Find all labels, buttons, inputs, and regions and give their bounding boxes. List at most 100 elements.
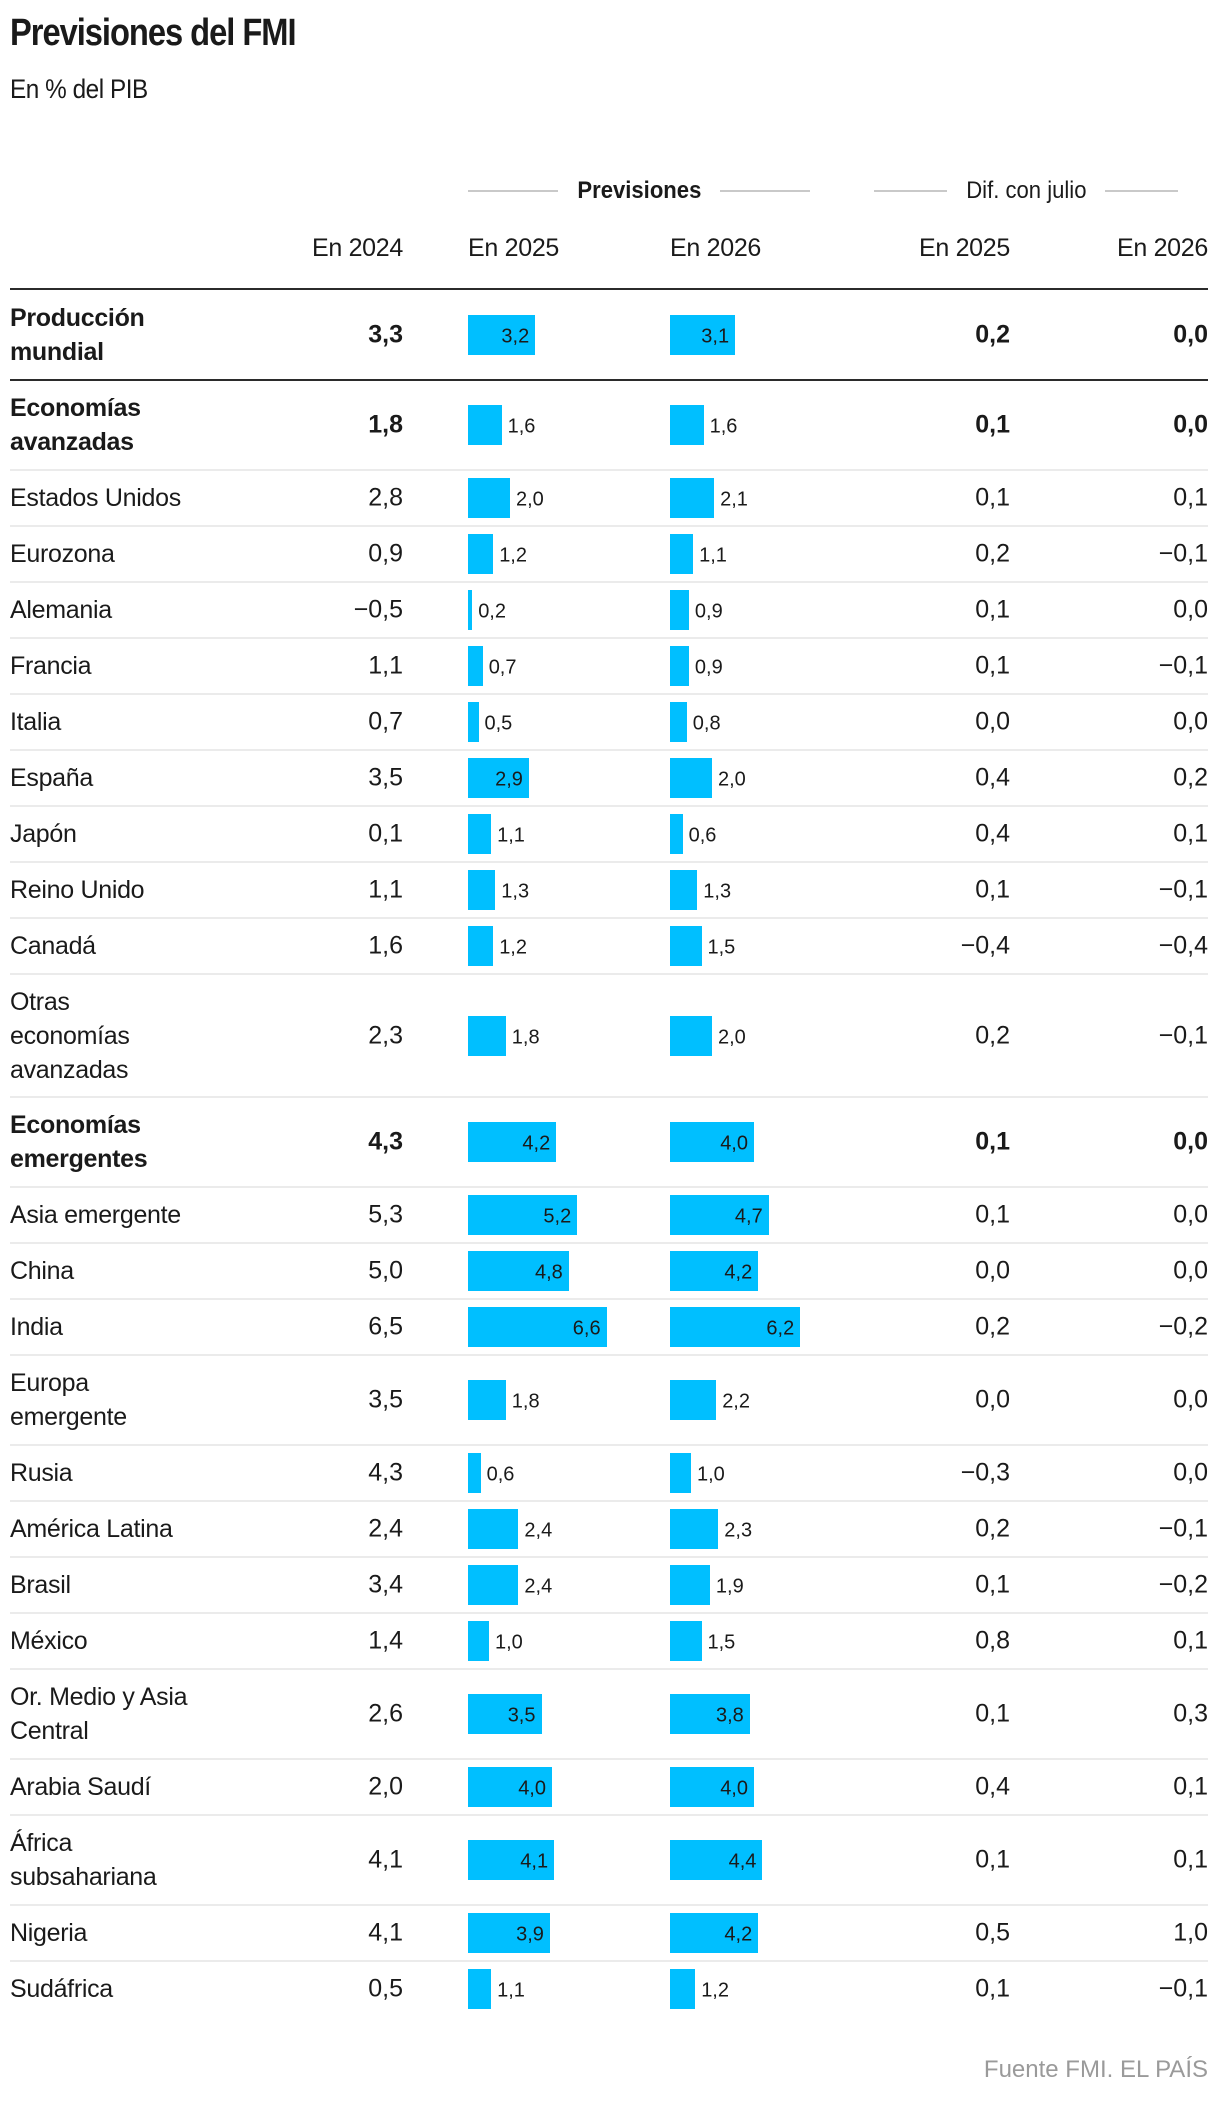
bar-label-forecast-2025: 0,6 xyxy=(486,1463,515,1486)
bar-forecast-2026 xyxy=(670,814,683,854)
bar-label-forecast-2025: 1,6 xyxy=(507,415,536,438)
row-separator xyxy=(10,973,1208,975)
bar-label-forecast-2025: 0,5 xyxy=(484,712,513,735)
value-2024: 1,1 xyxy=(368,651,403,680)
bar-forecast-2025 xyxy=(468,1767,552,1807)
bar-label-forecast-2026: 1,9 xyxy=(715,1575,744,1598)
value-dif-2026: 0,0 xyxy=(1173,1458,1208,1487)
row-label: Alemania xyxy=(10,596,112,624)
value-dif-2025: 0,1 xyxy=(975,1570,1010,1599)
row-separator xyxy=(10,581,1208,583)
row-label: Japón xyxy=(10,820,77,848)
row-label: Reino Unido xyxy=(10,876,145,904)
bar-label-forecast-2025: 2,4 xyxy=(524,1575,553,1598)
row-label: Francia xyxy=(10,652,92,680)
bar-label-forecast-2025: 1,1 xyxy=(497,824,525,847)
chart-title: Previsiones del FMI xyxy=(10,12,297,54)
row-label: Eurozona xyxy=(10,540,115,568)
column-header-dif-2026: En 2026 xyxy=(1116,234,1208,262)
bar-forecast-2026 xyxy=(670,405,704,445)
bar-forecast-2025 xyxy=(468,1621,489,1661)
row-label: Italia xyxy=(10,708,62,736)
value-dif-2025: 0,1 xyxy=(975,1845,1010,1874)
bar-forecast-2026 xyxy=(670,870,698,910)
value-dif-2026: 0,1 xyxy=(1173,483,1208,512)
table-row: Or. Medio y Asia Central 2,6 3,5 3,8 0,1 0,3 xyxy=(0,1669,1220,1760)
bar-label-forecast-2025: 4,8 xyxy=(535,1261,563,1284)
group-header-previsiones: Previsiones xyxy=(468,174,810,208)
bar-forecast-2025 xyxy=(468,1453,481,1493)
row-separator xyxy=(10,749,1208,751)
row-separator xyxy=(10,1758,1208,1760)
column-header-prev-2025: En 2025 xyxy=(468,234,560,262)
bar-forecast-2025 xyxy=(468,758,529,798)
value-dif-2026: −0,1 xyxy=(1158,1974,1208,2003)
bar-forecast-2025 xyxy=(468,534,494,574)
bar-label-forecast-2025: 6,6 xyxy=(572,1317,601,1340)
value-dif-2026: 0,0 xyxy=(1173,1385,1208,1414)
value-dif-2026: −0,1 xyxy=(1158,539,1208,568)
row-label: Producción mundial xyxy=(10,304,145,366)
value-dif-2026: 0,0 xyxy=(1173,707,1208,736)
bar-forecast-2025 xyxy=(468,1380,506,1420)
value-dif-2025: 0,0 xyxy=(975,1385,1010,1414)
bar-forecast-2026 xyxy=(670,590,689,630)
value-dif-2025: 0,1 xyxy=(975,875,1010,904)
row-label: Asia emergente xyxy=(10,1201,181,1229)
bar-label-forecast-2025: 1,2 xyxy=(499,544,527,567)
row-separator xyxy=(10,1814,1208,1816)
bar-forecast-2026 xyxy=(670,1694,750,1734)
group-header-dif-julio: Dif. con julio xyxy=(874,174,1179,208)
row-label: India xyxy=(10,1313,63,1341)
bar-forecast-2025 xyxy=(468,1509,519,1549)
table-row: España 3,5 2,9 2,0 0,4 0,2 xyxy=(0,750,1220,807)
value-dif-2025: 0,1 xyxy=(975,1699,1010,1728)
bar-forecast-2026 xyxy=(670,1453,691,1493)
row-separator xyxy=(10,1298,1208,1300)
table-row: Alemania −0,5 0,2 0,9 0,1 0,0 xyxy=(0,582,1220,639)
bar-forecast-2025 xyxy=(468,870,496,910)
row-label: Nigeria xyxy=(10,1919,88,1947)
bar-forecast-2026 xyxy=(670,1969,696,2009)
bar-forecast-2026 xyxy=(670,1621,702,1661)
group-label-dif-julio: Dif. con julio xyxy=(965,177,1087,204)
value-dif-2026: −0,2 xyxy=(1158,1312,1208,1341)
value-dif-2025: 0,1 xyxy=(975,595,1010,624)
bar-label-forecast-2026: 1,2 xyxy=(701,1979,729,2002)
bar-forecast-2026 xyxy=(670,1251,759,1291)
table-row: Arabia Saudí 2,0 4,0 4,0 0,4 0,1 xyxy=(0,1759,1220,1816)
bar-label-forecast-2025: 4,1 xyxy=(520,1850,549,1873)
row-separator xyxy=(10,1668,1208,1670)
bar-label-forecast-2025: 2,9 xyxy=(495,768,523,791)
table-row: India 6,5 6,6 6,2 0,2 −0,2 xyxy=(0,1299,1220,1356)
value-2024: 4,3 xyxy=(368,1127,403,1156)
value-2024: 3,5 xyxy=(368,1385,403,1414)
row-label: Europa emergente xyxy=(10,1369,127,1431)
bar-label-forecast-2026: 2,1 xyxy=(720,488,748,511)
bar-forecast-2026 xyxy=(670,315,736,355)
value-dif-2026: 0,3 xyxy=(1173,1699,1208,1728)
bar-forecast-2025 xyxy=(468,814,492,854)
value-2024: 1,4 xyxy=(368,1626,403,1655)
value-dif-2026: 0,2 xyxy=(1173,763,1208,792)
source-note: Fuente FMI. EL PAÍS xyxy=(983,2056,1208,2083)
table-row: Nigeria 4,1 3,9 4,2 0,5 1,0 xyxy=(0,1905,1220,1962)
header-rule xyxy=(10,288,1208,290)
value-dif-2025: 0,5 xyxy=(975,1918,1010,1947)
value-dif-2025: −0,3 xyxy=(960,1458,1010,1487)
row-label: España xyxy=(10,764,93,792)
value-2024: 6,5 xyxy=(368,1312,403,1341)
bar-forecast-2026 xyxy=(670,1307,801,1347)
bar-forecast-2025 xyxy=(468,1565,519,1605)
bar-forecast-2026 xyxy=(670,1767,754,1807)
bar-label-forecast-2026: 3,1 xyxy=(701,325,730,348)
table-row: Rusia 4,3 0,6 1,0 −0,3 0,0 xyxy=(0,1445,1220,1502)
value-dif-2025: 0,1 xyxy=(975,410,1010,439)
value-2024: 5,0 xyxy=(368,1256,403,1285)
row-separator xyxy=(10,637,1208,639)
bar-forecast-2025 xyxy=(468,926,494,966)
value-2024: 2,4 xyxy=(368,1514,403,1543)
row-label: Economías emergentes xyxy=(10,1111,148,1173)
row-separator xyxy=(10,1096,1208,1098)
bar-forecast-2026 xyxy=(670,478,715,518)
